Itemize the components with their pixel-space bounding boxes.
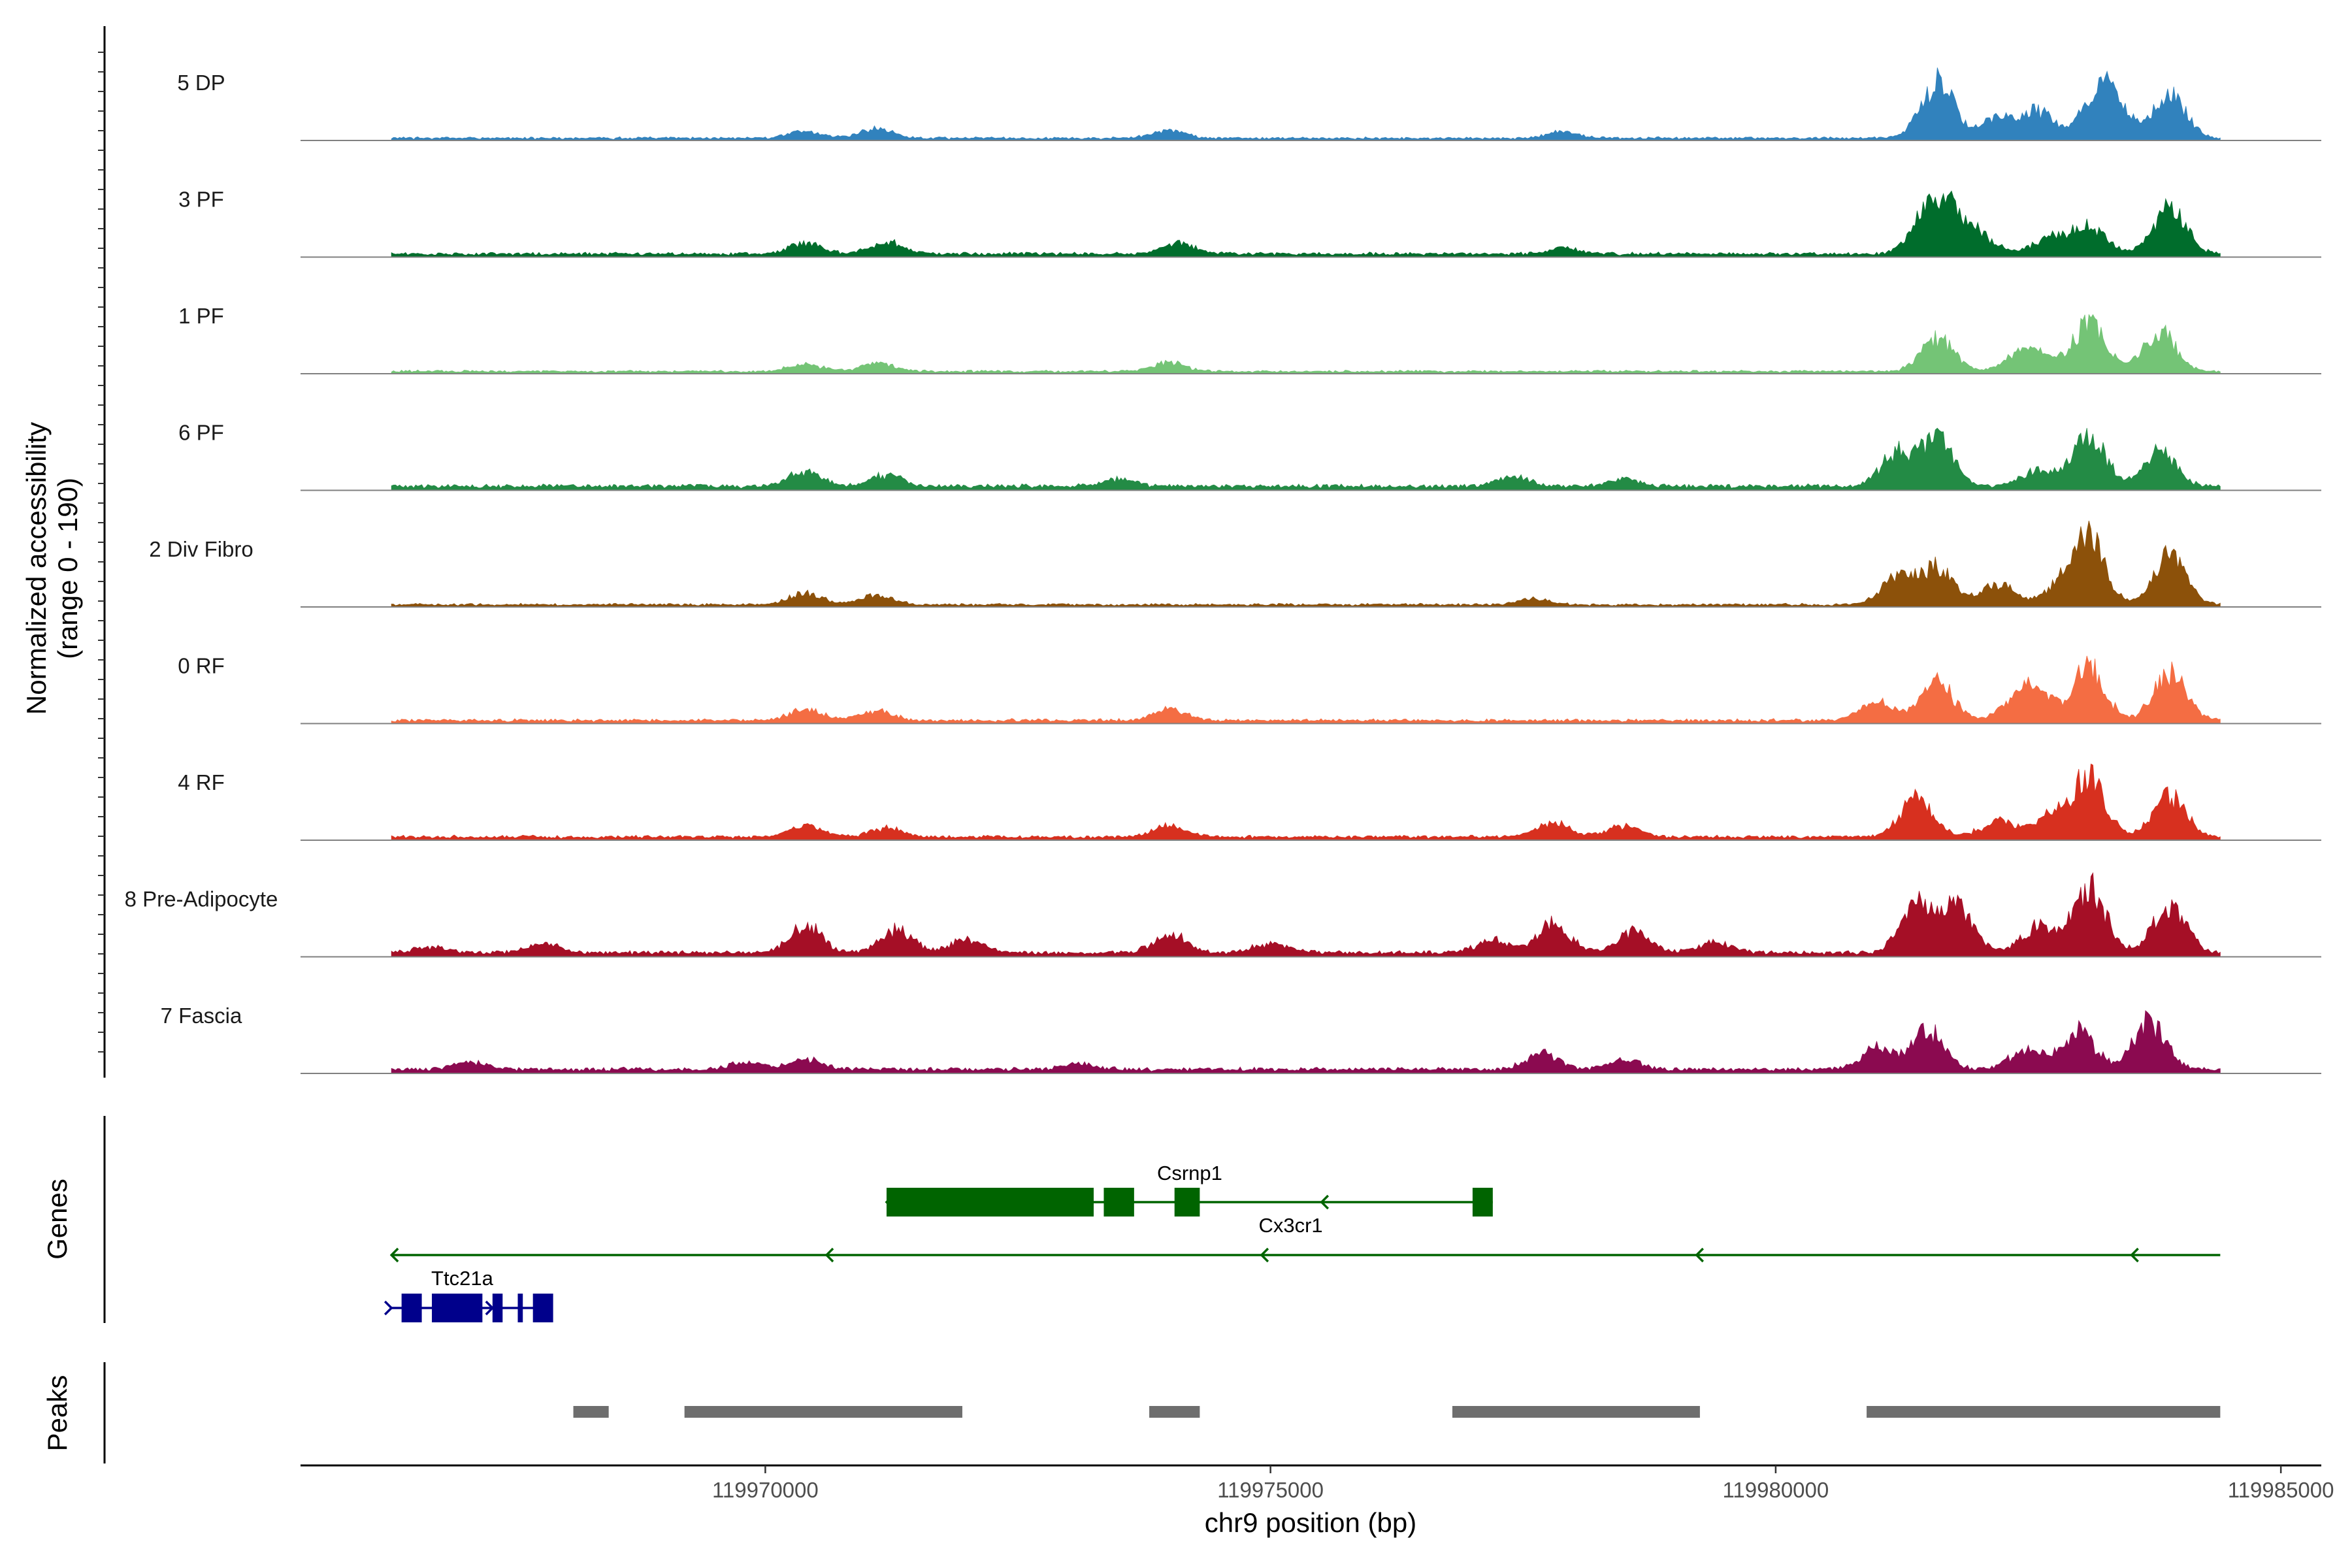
- exon-ttc21a-2: [432, 1294, 483, 1322]
- track-6: 0 RF: [178, 654, 2321, 725]
- tracks-layer: 5 DP 3 PF 1 PF 6 PF 2 Div Fibro 0 RF 4 RF 8 Pre…: [125, 67, 2321, 1074]
- track-3: 1 PF: [178, 304, 2321, 374]
- peak-3: [1149, 1406, 1200, 1418]
- track-2: 3 PF: [178, 188, 2321, 258]
- peaks-layer: [573, 1406, 2221, 1418]
- peaks-panel-title: Peaks: [42, 1375, 73, 1452]
- gene-label-cx3cr1: Cx3cr1: [1258, 1214, 1322, 1237]
- gene-label-ttc21a: Ttc21a: [431, 1267, 494, 1290]
- track-area-4: [391, 427, 2221, 491]
- track-label-2: 3 PF: [178, 188, 224, 212]
- x-axis-title: chr9 position (bp): [1205, 1507, 1417, 1538]
- track-label-8: 8 Pre-Adipocyte: [125, 887, 278, 911]
- gene-arrow-cx3cr1-3: [1260, 1247, 1269, 1263]
- left-axis: [98, 26, 106, 1078]
- peak-5: [1867, 1406, 2221, 1418]
- track-9: 7 Fascia: [161, 1004, 2321, 1074]
- track-area-2: [391, 190, 2221, 257]
- track-5: 2 Div Fibro: [149, 521, 2321, 608]
- track-label-9: 7 Fascia: [161, 1004, 242, 1028]
- genes-layer: Csrnp1 Cx3cr1 Ttc21a: [384, 1162, 2221, 1322]
- track-label-6: 0 RF: [178, 654, 225, 678]
- track-area-1: [391, 67, 2221, 141]
- genes-panel-title: Genes: [42, 1179, 73, 1260]
- x-tick-label-1: 119970000: [712, 1478, 819, 1502]
- exon-csrnp1-4: [1472, 1188, 1493, 1217]
- track-label-4: 6 PF: [178, 421, 224, 445]
- gene-csrnp1: Csrnp1: [885, 1162, 1493, 1217]
- gene-ttc21a: Ttc21a: [384, 1267, 553, 1322]
- track-area-7: [391, 763, 2221, 841]
- gene-arrow-csrnp1-2: [1320, 1194, 1330, 1210]
- track-label-7: 4 RF: [178, 770, 225, 794]
- x-axis: 119970000 119975000 119980000 119985000: [301, 1464, 2334, 1502]
- track-1: 5 DP: [177, 67, 2321, 141]
- exon-csrnp1-3: [1174, 1188, 1200, 1217]
- gene-cx3cr1: Cx3cr1: [389, 1214, 2221, 1263]
- exon-ttc21a-1: [401, 1294, 422, 1322]
- exon-csrnp1-2: [1103, 1188, 1134, 1217]
- y-axis-title-line2: (range 0 - 190): [52, 478, 83, 659]
- track-4: 6 PF: [178, 421, 2321, 491]
- exon-ttc21a-5: [532, 1294, 553, 1322]
- y-axis-title-line1: Normalized accessibility: [21, 422, 52, 715]
- track-8: 8 Pre-Adipocyte: [125, 872, 2321, 958]
- x-tick-label-3: 119980000: [1723, 1478, 1829, 1502]
- x-tick-label-2: 119975000: [1217, 1478, 1324, 1502]
- track-7: 4 RF: [178, 763, 2321, 841]
- peak-1: [573, 1406, 609, 1418]
- exon-csrnp1-1: [886, 1188, 1094, 1217]
- track-area-3: [391, 314, 2221, 374]
- track-label-3: 1 PF: [178, 304, 224, 328]
- gene-arrow-cx3cr1-2: [825, 1247, 834, 1263]
- gene-label-csrnp1: Csrnp1: [1157, 1162, 1222, 1184]
- gene-arrow-cx3cr1-5: [2130, 1247, 2139, 1263]
- gene-arrow-ttc21a-1: [384, 1300, 393, 1316]
- track-area-9: [391, 1010, 2221, 1074]
- peak-2: [684, 1406, 962, 1418]
- exon-ttc21a-3: [492, 1294, 503, 1322]
- track-label-5: 2 Div Fibro: [149, 537, 253, 561]
- peak-4: [1452, 1406, 1700, 1418]
- track-label-1: 5 DP: [177, 71, 225, 95]
- gene-arrow-cx3cr1-1: [389, 1247, 399, 1263]
- track-area-5: [391, 521, 2221, 608]
- exon-ttc21a-4: [517, 1294, 523, 1322]
- gene-arrow-cx3cr1-4: [1695, 1247, 1704, 1263]
- track-area-8: [391, 872, 2221, 957]
- track-area-6: [391, 655, 2221, 724]
- x-tick-label-4: 119985000: [2228, 1478, 2334, 1502]
